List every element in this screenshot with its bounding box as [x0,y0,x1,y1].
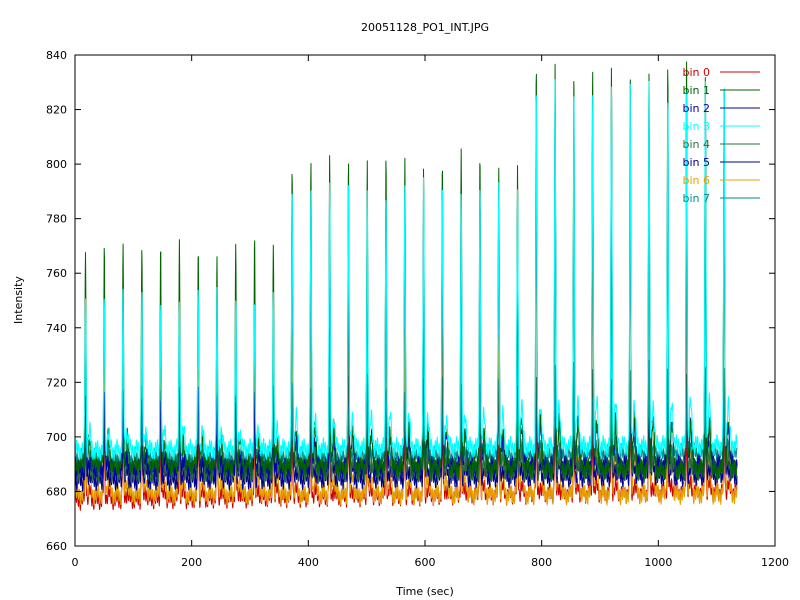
y-tick-label: 760 [46,267,67,280]
y-tick-label: 780 [46,213,67,226]
legend-label: bin 5 [682,156,710,169]
legend-label: bin 0 [682,66,710,79]
y-axis-title: Intensity [12,276,25,324]
x-tick-label: 200 [181,556,202,569]
legend-label: bin 1 [682,84,710,97]
x-tick-label: 400 [298,556,319,569]
y-tick-label: 720 [46,376,67,389]
y-tick-label: 680 [46,485,67,498]
y-tick-label: 700 [46,431,67,444]
legend-label: bin 4 [682,138,710,151]
series-line-bin-6 [74,148,738,506]
y-tick-label: 740 [46,322,67,335]
axis-layer: 0 200 400 600 800 1000 1200 660 680 700 720 740 760 7… [46,49,789,569]
y-tick-label: 820 [46,104,67,117]
x-tick-label: 0 [72,556,79,569]
legend-label: bin 6 [682,174,710,187]
x-axis-title: Time (sec) [395,585,454,598]
x-tick-label: 800 [531,556,552,569]
legend-label: bin 2 [682,102,710,115]
x-tick-label: 1000 [644,556,672,569]
series-layer [74,61,738,511]
legend: bin 0 bin 1 bin 2 bin 3 bin 4 bin 5 bin 6 bin 7 [682,66,760,205]
y-tick-label: 660 [46,540,67,553]
series-line-bin-3 [74,79,738,462]
chart-title: 20051128_PO1_INT.JPG [361,21,489,34]
legend-label: bin 3 [682,120,710,133]
x-tick-label: 600 [415,556,436,569]
x-tick-label: 1200 [761,556,789,569]
y-tick-label: 800 [46,158,67,171]
legend-label: bin 7 [682,192,710,205]
y-tick-label: 840 [46,49,67,62]
series-line-bin-1 [74,61,738,481]
